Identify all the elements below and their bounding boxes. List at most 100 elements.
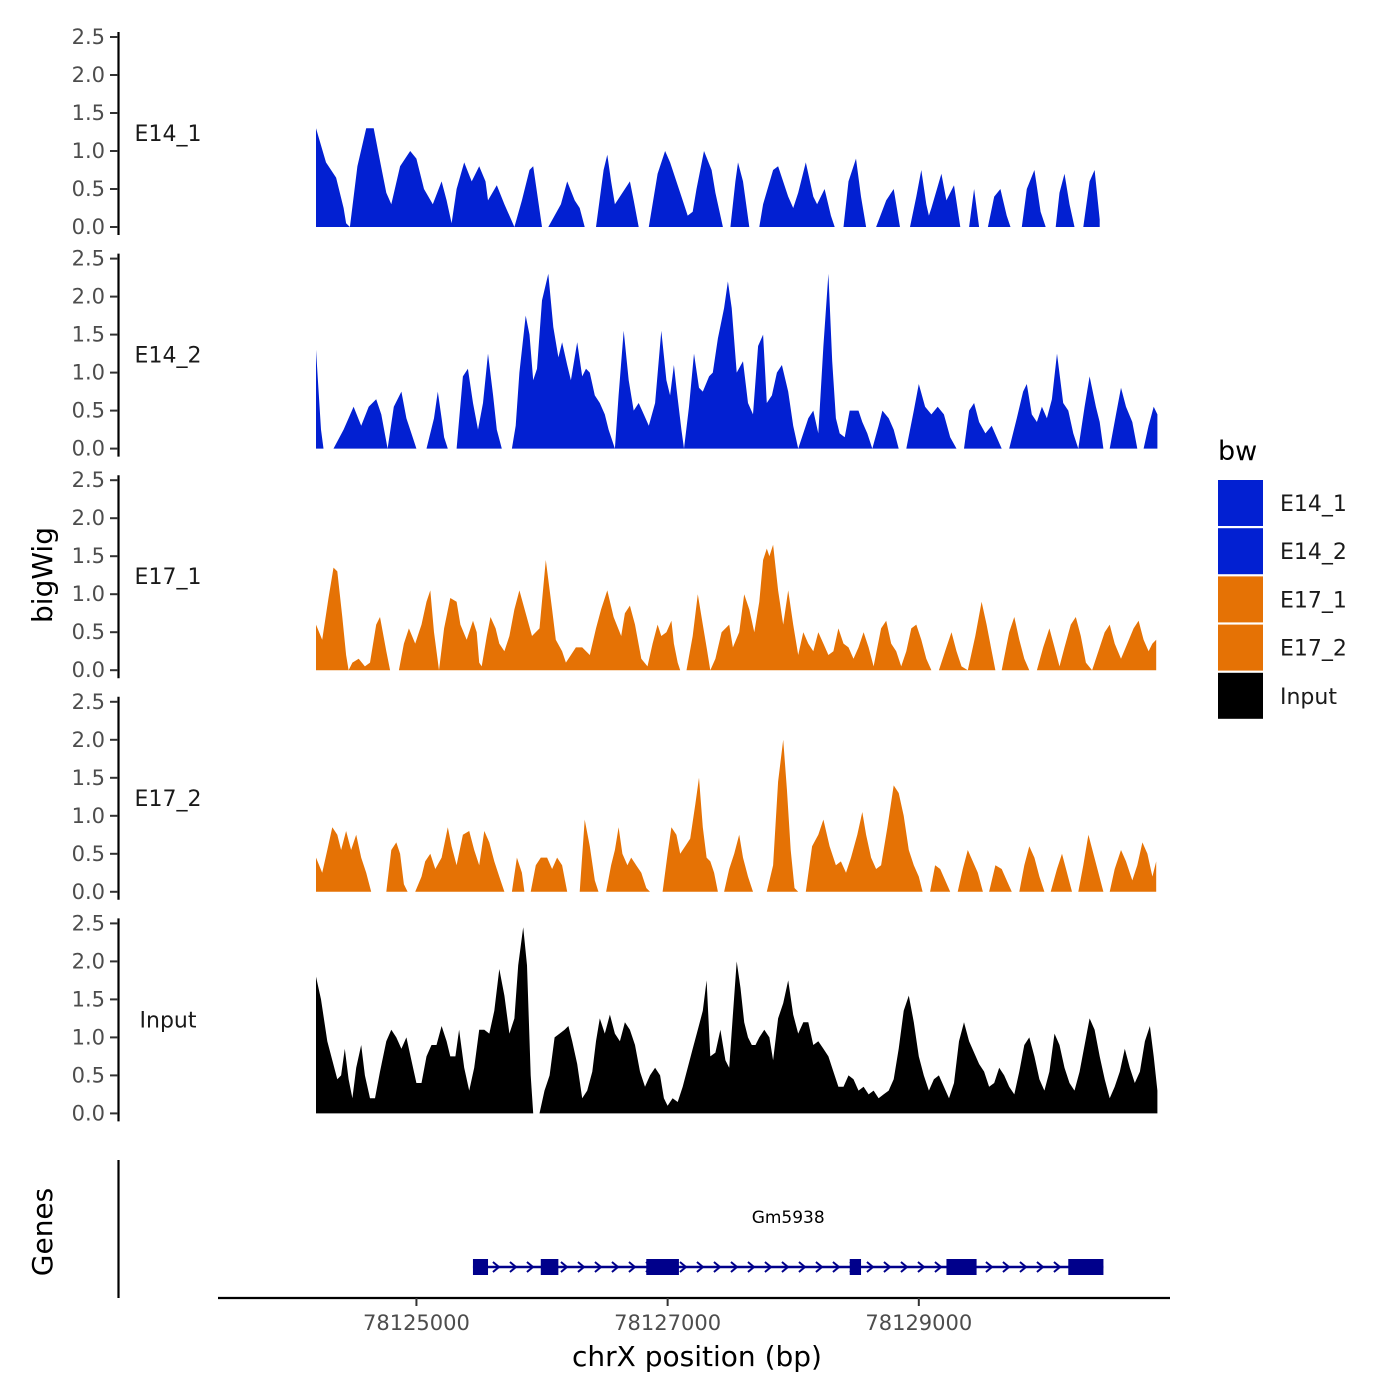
legend-label-E14_1: E14_1 [1280, 492, 1347, 517]
gene-panel: Gm5938 [117, 1160, 1104, 1298]
strand-arrow [815, 1261, 824, 1273]
y-tick-label: 0.0 [72, 1101, 105, 1125]
strand-arrow [560, 1261, 569, 1273]
y-tick-label: 2.0 [72, 506, 105, 530]
strand-arrow [594, 1261, 603, 1273]
strand-arrow [832, 1261, 841, 1273]
x-tick-label: 78129000 [865, 1311, 972, 1335]
legend-title: bw [1218, 436, 1257, 467]
x-tick-label: 78125000 [363, 1311, 470, 1335]
strand-arrow [679, 1261, 688, 1273]
y-tick-label: 0.0 [72, 658, 105, 682]
y-tick-label: 2.0 [72, 949, 105, 973]
x-axis: 78125000 78127000 78129000 [218, 1296, 1170, 1335]
track-label-E14_1: E14_1 [135, 122, 202, 147]
track-label-E17_1: E17_1 [135, 565, 202, 590]
y-tick-label: 1.5 [72, 323, 105, 347]
track-E17_2: 0.0 0.5 1.0 1.5 2.0 2.5 E17_2 [72, 690, 1157, 904]
track-E14_2: 0.0 0.5 1.0 1.5 2.0 2.5 E14_2 [72, 247, 1158, 461]
y-tick-label: 0.5 [72, 1063, 105, 1087]
y-tick-label: 1.0 [72, 582, 105, 606]
strand-arrow [747, 1261, 756, 1273]
exon-6 [1068, 1259, 1104, 1275]
strand-arrow [713, 1261, 722, 1273]
coverage-area-Input [316, 927, 1158, 1114]
y-tick-label: 1.0 [72, 361, 105, 385]
y-tick-label: 2.0 [72, 285, 105, 309]
legend: bw E14_1 E14_2 E17_1 E17_2 Input [1218, 436, 1347, 719]
legend-label-E17_1: E17_1 [1280, 588, 1347, 613]
y-tick-label: 0.5 [72, 177, 105, 201]
strand-arrow [526, 1261, 535, 1273]
y-tick-label: 1.5 [72, 987, 105, 1011]
legend-label-Input: Input [1280, 685, 1337, 710]
strand-arrow [764, 1261, 773, 1273]
strand-arrow [509, 1261, 518, 1273]
strand-arrow [1019, 1261, 1028, 1273]
track-E17_1: 0.0 0.5 1.0 1.5 2.0 2.5 E17_1 [72, 468, 1157, 682]
strand-arrow [730, 1261, 739, 1273]
coverage-area-E14_1 [316, 128, 1100, 227]
track-Input: 0.0 0.5 1.0 1.5 2.0 2.5 Input [72, 911, 1158, 1125]
y-tick-label: 2.5 [72, 247, 105, 271]
strand-arrow [577, 1261, 586, 1273]
coverage-area-E14_2 [316, 273, 1158, 449]
strand-arrow [934, 1261, 943, 1273]
legend-key-E17_2 [1218, 624, 1263, 671]
gene-name-label: Gm5938 [752, 1208, 825, 1228]
exon-4 [849, 1259, 862, 1275]
strand-arrow [883, 1261, 892, 1273]
y-tick-label: 2.0 [72, 63, 105, 87]
exon-2 [540, 1259, 559, 1275]
legend-label-E17_2: E17_2 [1280, 637, 1347, 662]
exon-5 [946, 1259, 977, 1275]
x-axis-title: chrX position (bp) [572, 1340, 822, 1373]
track-label-E14_2: E14_2 [135, 344, 202, 369]
strand-arrow [628, 1261, 637, 1273]
strand-arrow [696, 1261, 705, 1273]
legend-key-E14_1 [1218, 480, 1263, 526]
y-tick-label: 0.5 [72, 399, 105, 423]
y-tick-label: 1.5 [72, 544, 105, 568]
track-label-Input: Input [140, 1008, 197, 1033]
legend-label-E14_2: E14_2 [1280, 540, 1347, 565]
y-tick-label: 2.5 [72, 911, 105, 935]
y-tick-label: 1.0 [72, 1025, 105, 1049]
strand-arrow [1053, 1261, 1062, 1273]
genes-axis-title: Genes [26, 1188, 59, 1276]
strand-arrow [866, 1261, 875, 1273]
x-tick-label: 78127000 [614, 1311, 721, 1335]
track-E14_1: 0.0 0.5 1.0 1.5 2.0 2.5 E14_1 [72, 25, 1100, 239]
legend-key-Input [1218, 672, 1263, 719]
coverage-area-E17_2 [316, 739, 1157, 892]
y-tick-label: 2.5 [72, 468, 105, 492]
y-tick-label: 1.5 [72, 766, 105, 790]
strand-arrow [1036, 1261, 1045, 1273]
y-axis-title: bigWig [26, 527, 59, 623]
coverage-area-E17_1 [316, 544, 1157, 671]
strand-arrow [611, 1261, 620, 1273]
strand-arrow [1002, 1261, 1011, 1273]
strand-arrow [900, 1261, 909, 1273]
legend-key-E14_2 [1218, 528, 1263, 575]
y-tick-label: 2.0 [72, 728, 105, 752]
coverage-tracks: 0.0 0.5 1.0 1.5 2.0 2.5 E14_1 0.0 0.5 1.0 1.5 2.0 2.… [72, 25, 1158, 1125]
y-tick-label: 1.5 [72, 101, 105, 125]
y-tick-label: 1.0 [72, 139, 105, 163]
y-tick-label: 2.5 [72, 690, 105, 714]
y-tick-label: 0.5 [72, 620, 105, 644]
y-tick-label: 0.0 [72, 880, 105, 904]
y-tick-label: 0.0 [72, 437, 105, 461]
strand-arrow [985, 1261, 994, 1273]
exon-3 [646, 1259, 679, 1275]
strand-arrow [492, 1261, 501, 1273]
strand-arrow [798, 1261, 807, 1273]
y-tick-label: 0.0 [72, 215, 105, 239]
exon-1 [472, 1259, 489, 1275]
strand-arrow [781, 1261, 790, 1273]
y-tick-label: 2.5 [72, 25, 105, 49]
strand-arrow [917, 1261, 926, 1273]
track-label-E17_2: E17_2 [135, 787, 202, 812]
legend-key-E17_1 [1218, 576, 1263, 623]
